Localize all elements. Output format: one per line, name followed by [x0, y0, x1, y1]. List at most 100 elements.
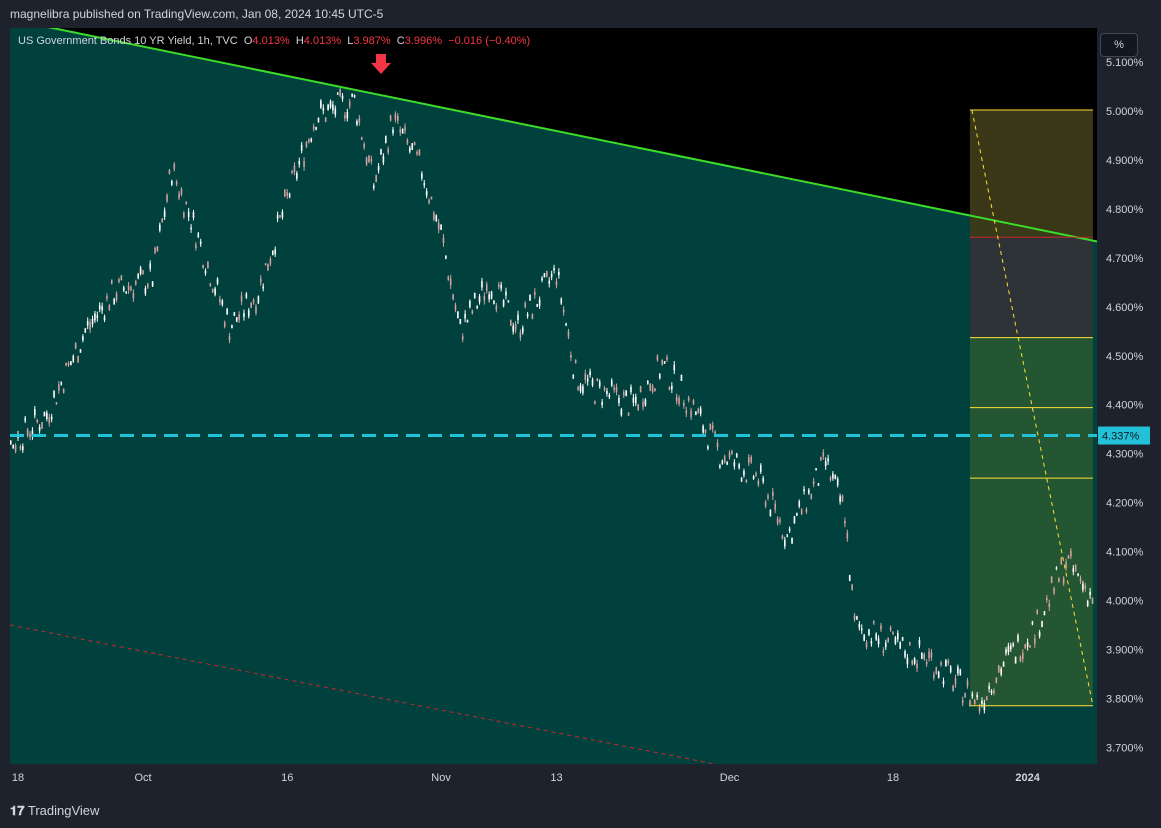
- candle-body: [541, 277, 543, 281]
- candle-body: [291, 171, 293, 174]
- candle-body: [803, 489, 805, 492]
- candle-body: [481, 281, 483, 288]
- candle-body: [562, 309, 565, 313]
- candle-body: [627, 412, 630, 416]
- candle-body: [406, 140, 409, 144]
- candle-body: [1012, 643, 1014, 646]
- chart-area[interactable]: 1 (5.002%)0.786 (4.742%)0.618 (4.537%)0.…: [10, 28, 1152, 792]
- candle-body: [1046, 597, 1048, 600]
- candle-body: [110, 279, 113, 285]
- candle-body: [509, 319, 512, 326]
- candle-body: [634, 396, 637, 404]
- candle-body: [190, 227, 192, 230]
- candle-body: [72, 355, 75, 362]
- candle-body: [471, 310, 474, 314]
- candle-body: [558, 271, 560, 275]
- candle-body: [252, 300, 255, 303]
- candle-body: [755, 472, 757, 476]
- candle-body: [324, 117, 327, 122]
- candle-body: [166, 194, 168, 202]
- candle-body: [284, 189, 286, 197]
- time-axis[interactable]: [10, 764, 1152, 792]
- candle-body: [423, 183, 426, 186]
- candle-body: [380, 149, 382, 155]
- candle-body: [490, 291, 493, 299]
- candle-body: [774, 503, 777, 510]
- candle-body: [113, 298, 115, 305]
- candle-body: [512, 325, 514, 332]
- candle-body: [911, 660, 914, 665]
- legend-high-label: H: [295, 35, 304, 47]
- candle-body: [483, 296, 486, 301]
- candle-body: [772, 491, 774, 497]
- candle-body: [43, 411, 46, 417]
- candle-body: [356, 120, 358, 125]
- candle-body: [322, 107, 325, 111]
- candle-body: [767, 495, 769, 499]
- candle-body: [791, 537, 793, 544]
- candle-body: [279, 215, 281, 218]
- candle-body: [185, 201, 188, 205]
- candle-body: [637, 404, 639, 410]
- candle-body: [966, 680, 969, 687]
- y-tick-label: 5.100%: [1106, 57, 1144, 69]
- candle-body: [344, 115, 346, 119]
- percent-scale-button[interactable]: %: [1100, 33, 1138, 57]
- candle-body: [425, 190, 428, 196]
- candle-body: [1024, 644, 1027, 649]
- candle-body: [34, 409, 36, 416]
- candle-body: [957, 667, 959, 674]
- price-axis[interactable]: [1097, 28, 1152, 764]
- legend-high-value: 4.013%: [303, 35, 342, 47]
- candle-body: [365, 157, 368, 165]
- candle-body: [786, 534, 789, 537]
- candle-body: [582, 386, 584, 393]
- candle-body: [752, 476, 755, 479]
- candle-body: [257, 296, 260, 304]
- candle-body: [769, 509, 772, 517]
- candle-body: [952, 685, 954, 691]
- y-tick-label: 4.500%: [1106, 351, 1144, 363]
- candle-body: [298, 160, 301, 165]
- candle-body: [942, 680, 945, 685]
- candle-body: [461, 336, 464, 340]
- candle-body: [134, 281, 137, 285]
- candle-body: [231, 324, 233, 329]
- candle-body: [856, 616, 858, 620]
- candle-body: [594, 401, 596, 404]
- candle-body: [435, 215, 438, 221]
- candle-body: [928, 651, 930, 659]
- candle-body: [312, 126, 315, 129]
- candle-body: [553, 267, 555, 271]
- candle-body: [971, 693, 974, 697]
- price-chart[interactable]: 1 (5.002%)0.786 (4.742%)0.618 (4.537%)0.…: [10, 28, 1152, 792]
- lower-channel-dashed-line[interactable]: [10, 624, 730, 768]
- candle-body: [949, 666, 952, 673]
- candle-body: [973, 700, 976, 704]
- candle-body: [762, 478, 764, 482]
- candle-body: [497, 284, 500, 287]
- candle-body: [860, 628, 863, 631]
- candle-body: [601, 402, 603, 406]
- y-tick-label: 4.000%: [1106, 596, 1144, 608]
- candle-body: [894, 637, 897, 644]
- candle-body: [53, 391, 55, 398]
- legend-open-label: O: [243, 35, 253, 47]
- candle-body: [334, 108, 337, 115]
- candle-body: [60, 382, 63, 385]
- candle-body: [269, 258, 272, 264]
- candle-body: [1050, 576, 1053, 583]
- candle-body: [416, 151, 418, 155]
- candle-body: [745, 479, 748, 483]
- candle-body: [1089, 591, 1091, 595]
- candle-body: [659, 374, 661, 379]
- x-tick-label: 16: [281, 772, 293, 784]
- candle-body: [274, 249, 277, 255]
- candle-body: [1029, 645, 1031, 648]
- candle-body: [534, 291, 536, 296]
- candle-body: [848, 575, 851, 581]
- candle-body: [272, 250, 274, 256]
- candle-body: [673, 364, 676, 371]
- candle-body: [478, 296, 481, 303]
- candle-body: [985, 696, 988, 701]
